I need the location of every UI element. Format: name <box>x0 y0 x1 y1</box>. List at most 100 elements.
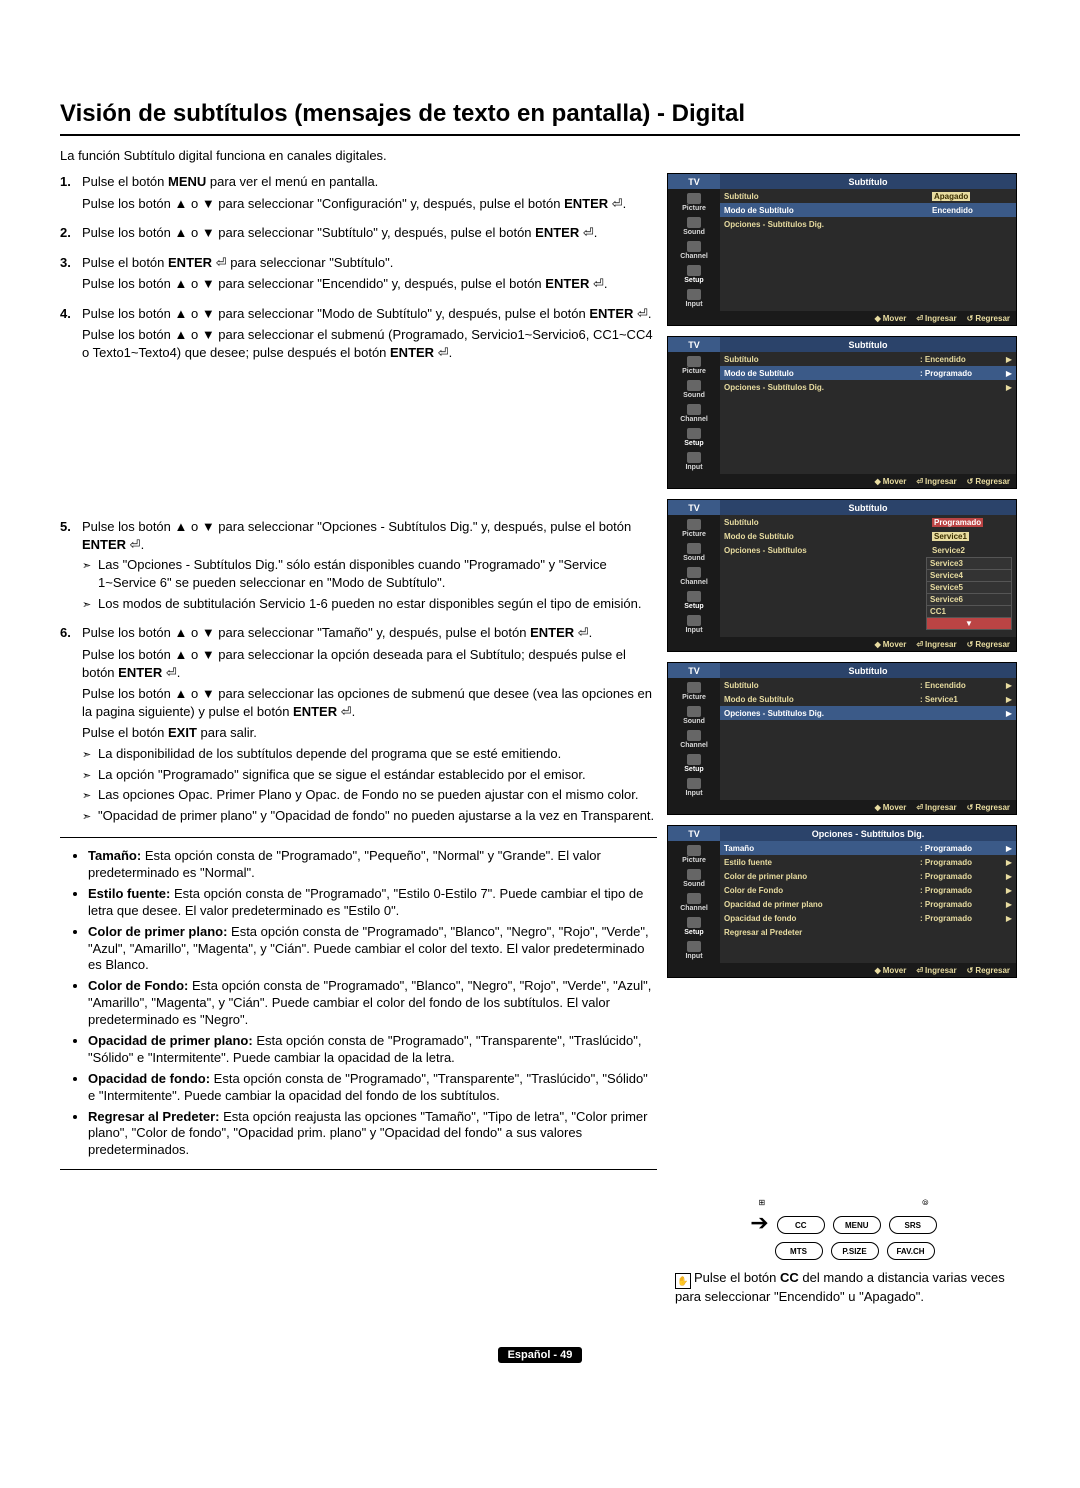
remote-btn-psize[interactable]: P.SIZE <box>831 1242 879 1260</box>
note-icon <box>82 745 98 763</box>
sidebar-item: Picture <box>668 843 720 865</box>
sidebar-item: Setup <box>668 263 720 285</box>
foot-enter: Ingresar <box>916 477 956 486</box>
note-text: Las opciones Opac. Primer Plano y Opac. … <box>98 786 639 804</box>
foot-enter: Ingresar <box>916 803 956 812</box>
sidebar-item: Sound <box>668 378 720 400</box>
sidebar-item: Input <box>668 613 720 635</box>
sidebar-item: Setup <box>668 426 720 448</box>
note-icon <box>82 807 98 825</box>
option-item: Color de primer plano: Esta opción const… <box>88 924 657 975</box>
foot-move: Mover <box>875 477 907 486</box>
sidebar-icon <box>687 591 701 602</box>
tv-footer: MoverIngresarRegresar <box>668 637 1016 651</box>
sidebar-icon <box>687 893 701 904</box>
menu-row: Color de primer plano: Programado▶ <box>720 869 1016 883</box>
sidebar-item: Setup <box>668 589 720 611</box>
menu-row: SubtítuloApagado <box>720 189 1016 203</box>
foot-move: Mover <box>875 314 907 323</box>
step-text: Pulse los botón ▲ o ▼ para seleccionar l… <box>82 685 657 720</box>
sidebar-item: Sound <box>668 867 720 889</box>
sidebar-icon <box>687 869 701 880</box>
menu-row: Tamaño: Programado▶ <box>720 841 1016 855</box>
remote-text: ✋Pulse el botón CC del mando a distancia… <box>675 1270 1012 1306</box>
tv-title: Subtítulo <box>720 337 1016 352</box>
tv-main: SubtítuloProgramadoModo de SubtítuloServ… <box>720 515 1016 637</box>
step-num: 5. <box>60 518 82 612</box>
sidebar-icon <box>687 730 701 741</box>
menu-row: Estilo fuente: Programado▶ <box>720 855 1016 869</box>
option-item: Regresar al Predeter: Esta opción reajus… <box>88 1109 657 1160</box>
tv-main: SubtítuloApagadoModo de SubtítuloEncendi… <box>720 189 1016 311</box>
note-text: La opción "Programado" significa que se … <box>98 766 586 784</box>
tv-label: TV <box>668 337 720 352</box>
menu-row: Modo de SubtítuloService1 <box>720 529 1016 543</box>
sidebar-icon <box>687 778 701 789</box>
step-text: Pulse el botón ENTER ⏎ para seleccionar … <box>82 254 657 272</box>
sidebar-item: Input <box>668 287 720 309</box>
menu-row: SubtítuloProgramado <box>720 515 1016 529</box>
sidebar-item: Sound <box>668 541 720 563</box>
tv-title: Subtítulo <box>720 500 1016 515</box>
sidebar-icon <box>687 193 701 204</box>
option-item: Tamaño: Esta opción consta de "Programad… <box>88 848 657 882</box>
sidebar-item: Setup <box>668 752 720 774</box>
tv-label: TV <box>668 663 720 678</box>
page-footer: Español - 49 <box>60 1346 1020 1363</box>
sidebar-icon <box>687 615 701 626</box>
options-box: Tamaño: Esta opción consta de "Programad… <box>60 837 657 1170</box>
option-item: Color de Fondo: Esta opción consta de "P… <box>88 978 657 1029</box>
sidebar-item: Channel <box>668 891 720 913</box>
tv-label: TV <box>668 500 720 515</box>
step-num: 2. <box>60 224 82 242</box>
dropdown: Service3Service4Service5Service6CC1▼ <box>926 557 1012 630</box>
step-text: Pulse los botón ▲ o ▼ para seleccionar e… <box>82 326 657 361</box>
menu-row: Opciones - Subtítulos Dig. <box>720 217 1016 231</box>
sidebar-item: Setup <box>668 915 720 937</box>
remote-icon: ✋ <box>675 1273 691 1289</box>
remote-btn-srs[interactable]: SRS <box>889 1216 937 1234</box>
step-num: 4. <box>60 305 82 362</box>
divider <box>60 134 1020 136</box>
remote-btn-cc[interactable]: CC <box>777 1216 825 1234</box>
sidebar-icon <box>687 917 701 928</box>
foot-move: Mover <box>875 640 907 649</box>
step-text: Pulse los botón ▲ o ▼ para seleccionar "… <box>82 275 657 293</box>
sidebar-icon <box>687 404 701 415</box>
tv-footer: MoverIngresarRegresar <box>668 963 1016 977</box>
sidebar-icon <box>687 754 701 765</box>
foot-enter: Ingresar <box>916 966 956 975</box>
foot-back: Regresar <box>967 314 1010 323</box>
sidebar-item: Channel <box>668 728 720 750</box>
drop-item: Service6 <box>927 594 1011 606</box>
tv-sidebar: PictureSoundChannelSetupInput <box>668 189 720 311</box>
sidebar-icon <box>687 519 701 530</box>
sidebar-icon <box>687 241 701 252</box>
note-text: Las "Opciones - Subtítulos Dig." sólo es… <box>98 556 657 591</box>
tv-screenshot: TVSubtítuloPictureSoundChannelSetupInput… <box>667 499 1017 652</box>
menu-row: Modo de Subtítulo: Programado▶ <box>720 366 1016 380</box>
remote-symbol: ⊞ <box>759 1198 766 1208</box>
remote-btn-favch[interactable]: FAV.CH <box>887 1242 935 1260</box>
remote-symbol: ⦾ <box>922 1198 928 1208</box>
remote-btn-menu[interactable]: MENU <box>833 1216 881 1234</box>
menu-row: Opciones - Subtítulos Dig.▶ <box>720 380 1016 394</box>
intro-text: La función Subtítulo digital funciona en… <box>60 148 1020 163</box>
foot-move: Mover <box>875 966 907 975</box>
step-num: 6. <box>60 624 82 825</box>
menu-row: Color de Fondo: Programado▶ <box>720 883 1016 897</box>
step-text: Pulse los botón ▲ o ▼ para seleccionar "… <box>82 624 657 642</box>
sidebar-item: Sound <box>668 215 720 237</box>
menu-row: Modo de SubtítuloEncendido <box>720 203 1016 217</box>
tv-screenshot: TVSubtítuloPictureSoundChannelSetupInput… <box>667 662 1017 815</box>
remote-btn-mts[interactable]: MTS <box>775 1242 823 1260</box>
page-num: Español - 49 <box>498 1347 583 1363</box>
note-text: "Opacidad de primer plano" y "Opacidad d… <box>98 807 654 825</box>
tv-footer: MoverIngresarRegresar <box>668 311 1016 325</box>
tv-screenshot: TVSubtítuloPictureSoundChannelSetupInput… <box>667 173 1017 326</box>
sidebar-icon <box>687 845 701 856</box>
sidebar-icon <box>687 682 701 693</box>
note-icon <box>82 595 98 613</box>
sidebar-item: Picture <box>668 354 720 376</box>
step-text: Pulse los botón ▲ o ▼ para seleccionar "… <box>82 518 657 553</box>
